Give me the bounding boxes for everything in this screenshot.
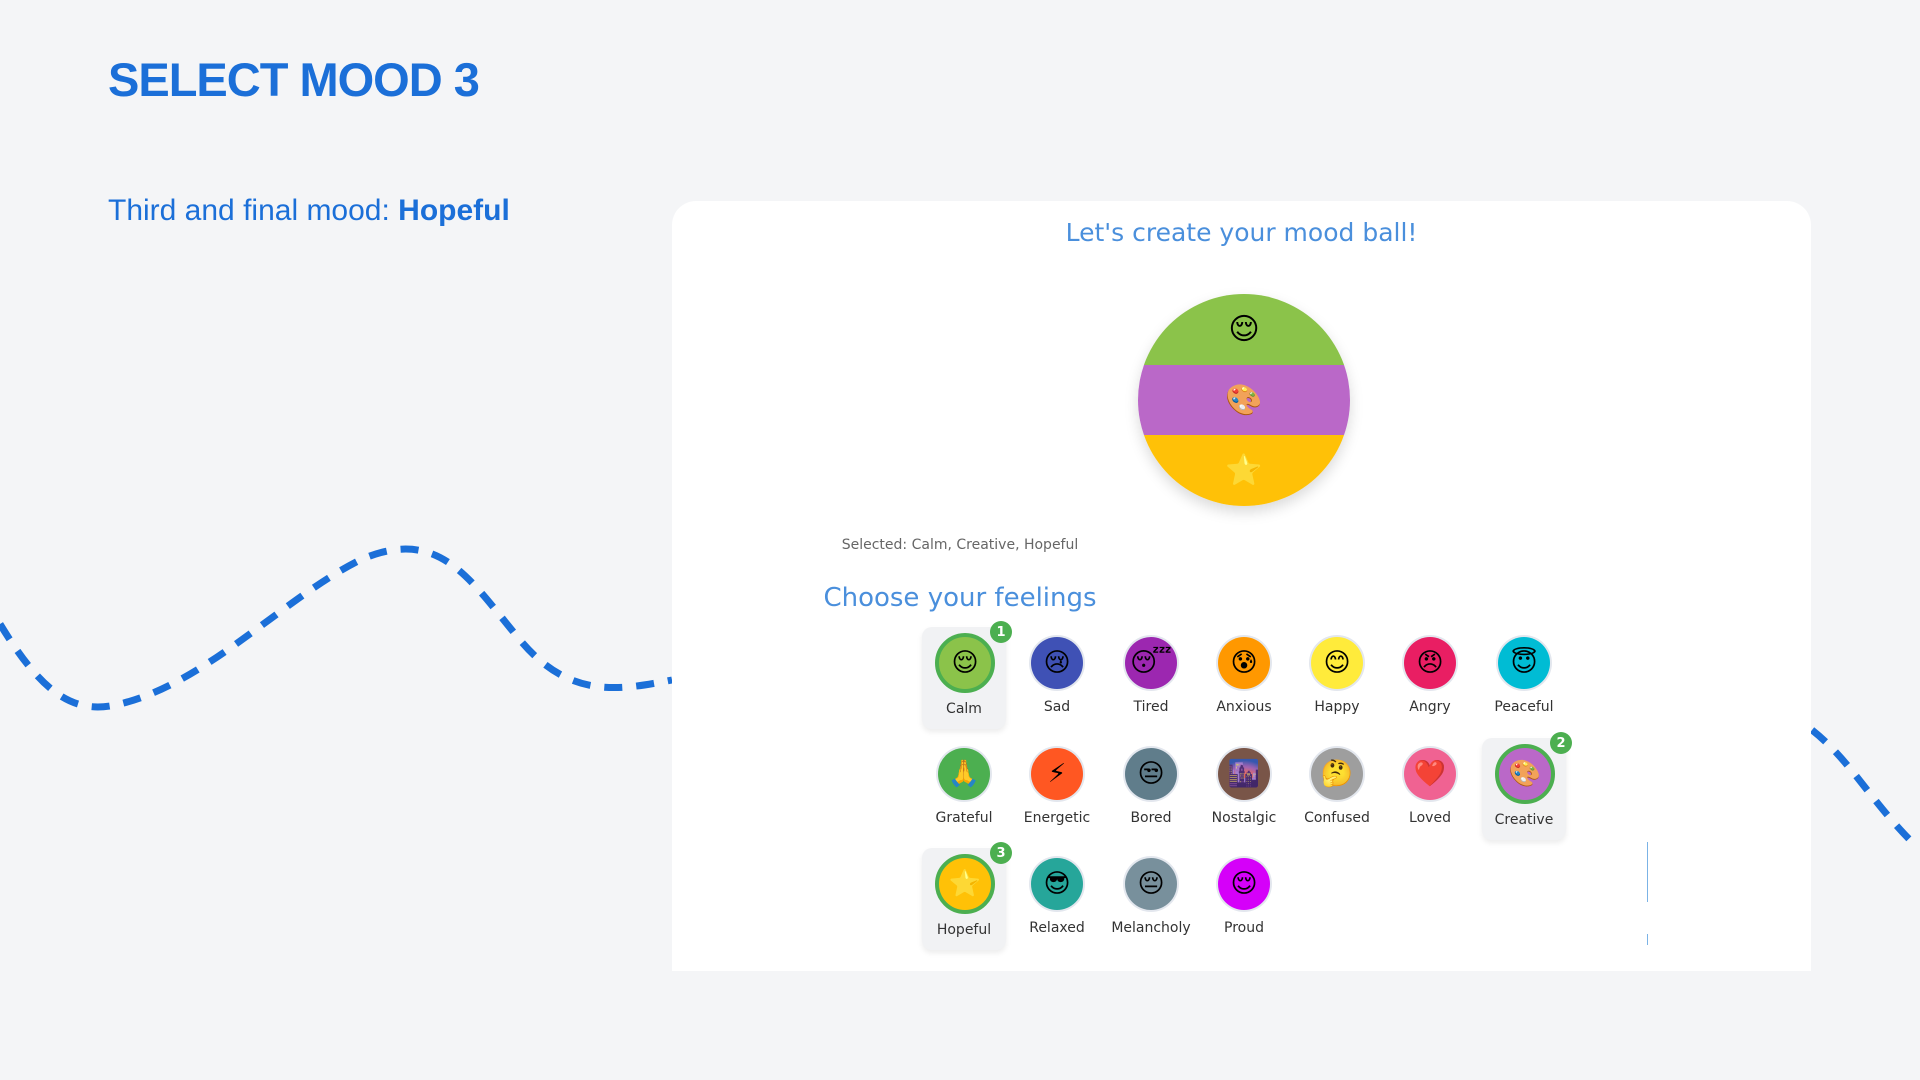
emoji-icon: 😴 <box>1130 648 1172 678</box>
mood-label: Happy <box>1314 699 1360 715</box>
mood-circle: 😇 <box>1498 637 1550 689</box>
emoji-icon: 😔 <box>1137 869 1165 899</box>
emoji-icon: 🎨 <box>1508 759 1542 789</box>
selection-order-badge: 3 <box>990 842 1012 864</box>
selection-order-badge: 1 <box>990 621 1012 643</box>
mood-circle: 😴 <box>1125 637 1177 689</box>
emoji-icon: 😎 <box>1043 869 1071 899</box>
mood-circle: 😢 <box>1031 637 1083 689</box>
emoji-icon: 😊 <box>1323 648 1351 678</box>
emoji-icon: ⚡ <box>1047 759 1067 789</box>
emoji-icon: 😠 <box>1416 648 1444 678</box>
mood-option-loved[interactable]: ❤️ Loved <box>1388 738 1472 840</box>
emoji-icon: 😌 <box>951 648 979 678</box>
mood-label: Tired <box>1133 699 1169 715</box>
mood-circle: ⚡ <box>1031 748 1083 800</box>
mood-option-grateful[interactable]: 🙏 Grateful <box>922 738 1006 840</box>
mood-label: Melancholy <box>1111 920 1191 936</box>
mood-circle: 🙏 <box>938 748 990 800</box>
mood-label: Loved <box>1409 810 1451 826</box>
emoji-icon: 😒 <box>1137 759 1165 789</box>
mood-label: Relaxed <box>1029 920 1085 936</box>
mood-circle: 😌 <box>1218 858 1270 910</box>
mood-circle: 😌 <box>935 633 995 693</box>
mood-label: Hopeful <box>936 922 992 938</box>
mood-circle: 😒 <box>1125 748 1177 800</box>
mood-option-calm[interactable]: 😌 Calm 1 <box>922 621 1012 729</box>
mood-circle: 😊 <box>1311 637 1363 689</box>
mood-label: Energetic <box>1023 810 1091 826</box>
mood-circle: ❤️ <box>1404 748 1456 800</box>
mood-label: Grateful <box>935 810 993 826</box>
emoji-icon: ❤️ <box>1413 759 1447 789</box>
emoji-icon: 😇 <box>1510 648 1538 678</box>
mood-label: Angry <box>1409 699 1451 715</box>
mood-option-melancholy[interactable]: 😔 Melancholy <box>1109 848 1193 950</box>
emoji-icon: 🌟 <box>948 869 982 899</box>
mood-option-sad[interactable]: 😢 Sad <box>1015 627 1099 729</box>
mood-circle: 🌟 <box>935 854 995 914</box>
mood-label: Sad <box>1043 699 1071 715</box>
emoji-icon: 🌆 <box>1227 759 1261 789</box>
mood-option-proud[interactable]: 😌 Proud <box>1202 848 1286 950</box>
mood-option-anxious[interactable]: 😰 Anxious <box>1202 627 1286 729</box>
mood-circle: 😠 <box>1404 637 1456 689</box>
mood-label: Bored <box>1130 810 1172 826</box>
mood-option-peaceful[interactable]: 😇 Peaceful <box>1482 627 1566 729</box>
mood-option-energetic[interactable]: ⚡ Energetic <box>1015 738 1099 840</box>
mood-label: Proud <box>1224 920 1264 936</box>
mood-label: Anxious <box>1216 699 1272 715</box>
mood-option-relaxed[interactable]: 😎 Relaxed <box>1015 848 1099 950</box>
mood-option-bored[interactable]: 😒 Bored <box>1109 738 1193 840</box>
mood-option-hopeful[interactable]: 🌟 Hopeful 3 <box>922 842 1012 950</box>
divider-line <box>1647 842 1648 902</box>
mood-label: Calm <box>946 701 982 717</box>
emoji-icon: 😌 <box>1230 869 1258 899</box>
mood-circle: 😰 <box>1218 637 1270 689</box>
mood-label: Creative <box>1494 812 1554 828</box>
selected-moods-text: Selected: Calm, Creative, Hopeful <box>841 537 1079 553</box>
mood-label: Confused <box>1304 810 1370 826</box>
selection-order-badge: 2 <box>1550 732 1572 754</box>
emoji-icon: 😌 <box>1228 311 1260 347</box>
mood-option-angry[interactable]: 😠 Angry <box>1388 627 1472 729</box>
mood-option-nostalgic[interactable]: 🌆 Nostalgic <box>1202 738 1286 840</box>
emoji-icon: 🌟 <box>1225 453 1263 489</box>
mood-ball: 😌 🎨 🌟 <box>1138 294 1350 506</box>
ball-band-creative: 🎨 <box>1138 364 1350 436</box>
mood-option-creative[interactable]: 🎨 Creative 2 <box>1482 732 1572 840</box>
mood-circle: 🤔 <box>1311 748 1363 800</box>
current-mood: Hopeful <box>398 194 510 227</box>
mood-subtitle: Third and final mood: Hopeful <box>108 194 510 228</box>
emoji-icon: 🎨 <box>1225 382 1263 418</box>
subtitle-prefix: Third and final mood: <box>108 194 399 227</box>
mood-option-tired[interactable]: 😴 Tired <box>1109 627 1193 729</box>
card-title: Let's create your mood ball! <box>1065 218 1418 247</box>
mood-circle: 🎨 <box>1495 744 1555 804</box>
choose-feelings-title: Choose your feelings <box>823 583 1097 613</box>
divider-line <box>1647 934 1648 945</box>
emoji-icon: 😢 <box>1043 648 1071 678</box>
mood-circle: 🌆 <box>1218 748 1270 800</box>
emoji-icon: 🤔 <box>1320 759 1354 789</box>
emoji-icon: 🙏 <box>947 759 981 789</box>
emoji-icon: 😰 <box>1230 648 1258 678</box>
mood-label: Nostalgic <box>1211 810 1277 826</box>
mood-option-happy[interactable]: 😊 Happy <box>1295 627 1379 729</box>
mood-circle: 😎 <box>1031 858 1083 910</box>
mood-label: Peaceful <box>1494 699 1554 715</box>
mood-option-confused[interactable]: 🤔 Confused <box>1295 738 1379 840</box>
mood-circle: 😔 <box>1125 858 1177 910</box>
page-title: SELECT MOOD 3 <box>108 53 480 106</box>
